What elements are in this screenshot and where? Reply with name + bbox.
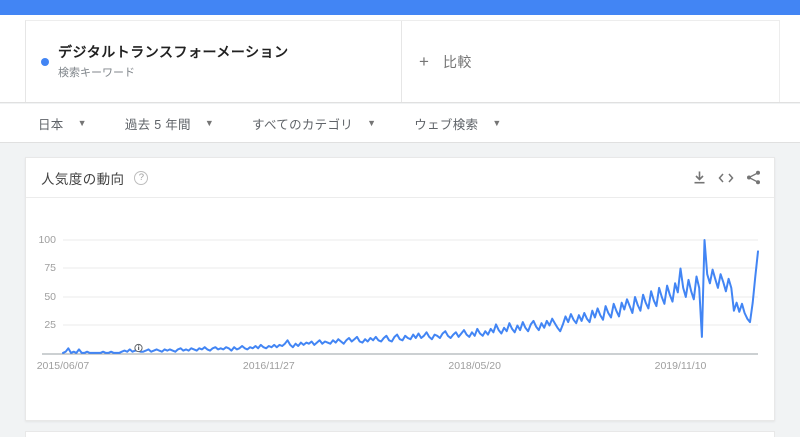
plus-icon: + [419, 51, 429, 71]
chevron-down-icon: ▼ [367, 118, 377, 128]
add-comparison-label: 比較 [442, 53, 472, 70]
app-top-bar [0, 0, 800, 15]
filter-region-dropdown[interactable]: 日本 ▼ [38, 114, 87, 133]
next-card-top-edge [25, 431, 775, 437]
search-term-type: 検索キーワード [58, 66, 135, 79]
chevron-down-icon: ▼ [204, 118, 215, 128]
y-tick-label: 75 [44, 262, 56, 274]
interest-over-time-card: 人気度の動向 ? 100 75 50 25 2015/06/07 [25, 157, 775, 421]
filter-region-label: 日本 [38, 117, 64, 132]
download-icon[interactable] [690, 169, 708, 187]
filter-category-dropdown[interactable]: すべてのカテゴリ ▼ [252, 114, 376, 133]
filter-time-dropdown[interactable]: 過去 5 年間 ▼ [125, 114, 214, 133]
embed-icon[interactable] [717, 169, 735, 187]
search-term-card[interactable]: デジタルトランスフォーメーション 検索キーワード [26, 21, 401, 102]
trend-plot-area[interactable]: 100 75 50 25 2015/06/07 2016/11/27 2018/… [26, 198, 774, 420]
y-tick-label: 100 [38, 234, 56, 246]
filter-category-label: すべてのカテゴリ [252, 117, 354, 132]
x-tick-label: 2018/05/20 [448, 360, 501, 372]
search-term-text: デジタルトランスフォーメーション 検索キーワード [58, 44, 289, 80]
card-header: 人気度の動向 ? [26, 158, 774, 198]
filter-time-label: 過去 5 年間 [124, 117, 191, 132]
card-title: 人気度の動向 [41, 171, 125, 187]
trend-chart [42, 239, 759, 355]
x-tick-label: 2015/06/07 [36, 360, 90, 372]
search-terms-band: デジタルトランスフォーメーション 検索キーワード + 比較 [0, 15, 800, 103]
y-tick-label: 25 [44, 319, 56, 331]
trend-line [62, 239, 759, 354]
search-terms-container: デジタルトランスフォーメーション 検索キーワード + 比較 [25, 20, 780, 102]
search-term-title: デジタルトランスフォーメーション [58, 43, 289, 60]
filter-searchtype-dropdown[interactable]: ウェブ検索 ▼ [414, 114, 501, 133]
gridlines [63, 239, 758, 326]
filter-bar: 日本 ▼ 過去 5 年間 ▼ すべてのカテゴリ ▼ ウェブ検索 ▼ [0, 104, 800, 143]
help-icon[interactable]: ? [134, 170, 149, 185]
chevron-down-icon: ▼ [492, 118, 502, 128]
chevron-down-icon: ▼ [77, 118, 87, 128]
y-tick-label: 50 [44, 291, 56, 303]
annotation-marker-icon[interactable] [134, 340, 143, 358]
series-color-dot-icon [41, 57, 49, 66]
x-tick-label: 2019/11/10 [654, 360, 707, 372]
filter-searchtype-label: ウェブ検索 [414, 117, 479, 132]
share-icon[interactable] [744, 169, 762, 187]
add-comparison-button[interactable]: + 比較 [401, 21, 779, 102]
x-tick-label: 2016/11/27 [242, 360, 295, 372]
